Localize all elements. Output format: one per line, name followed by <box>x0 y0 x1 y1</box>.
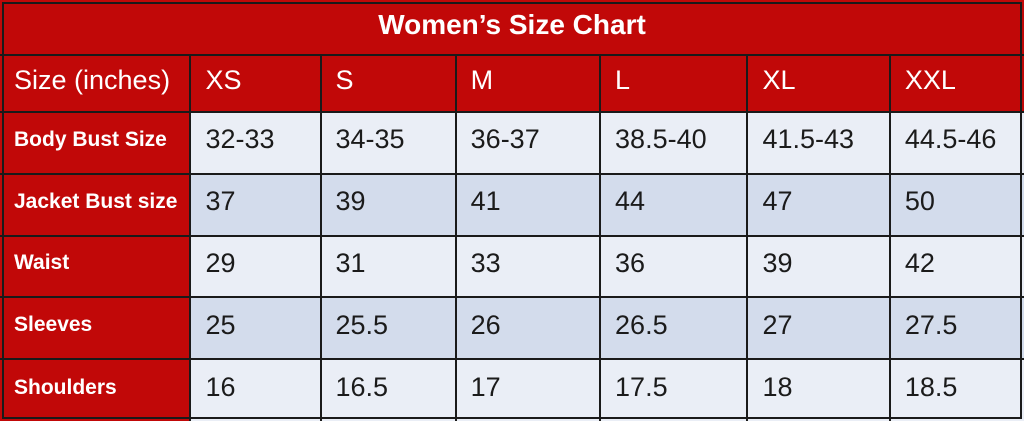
size-value-cell: 31 <box>319 234 457 299</box>
size-value-cell: 26.5 <box>599 296 749 361</box>
size-value-cell: 34-35 <box>319 111 457 175</box>
column-header-xxl: XXL <box>888 54 1024 113</box>
size-value-cell: 36-37 <box>454 111 602 175</box>
size-value-cell: 39 <box>319 172 457 237</box>
size-value-cell: 27.5 <box>888 296 1024 361</box>
chart-title: Women’s Size Chart <box>0 0 1024 56</box>
row-label: Waist <box>0 234 192 299</box>
size-value-cell: 33 <box>454 234 602 299</box>
column-header-xl: XL <box>746 54 891 113</box>
size-value-cell: 38.5-40 <box>599 111 749 175</box>
row-label: Sleeves <box>0 296 192 361</box>
size-value-cell: 29 <box>189 234 322 299</box>
column-header-s: S <box>319 54 457 113</box>
size-value-cell: 44 <box>599 172 749 237</box>
size-value-cell: 36 <box>599 234 749 299</box>
size-value-cell: 16 <box>189 358 322 421</box>
chart-title-row: Women’s Size Chart <box>0 0 1024 56</box>
size-value-cell: 32-33 <box>189 111 322 175</box>
size-value-cell: 25 <box>189 296 322 361</box>
size-value-cell: 44.5-46 <box>888 111 1024 175</box>
size-value-cell: 25.5 <box>319 296 457 361</box>
size-value-cell: 42 <box>888 234 1024 299</box>
table-row: Sleeves 25 25.5 26 26.5 27 27.5 <box>0 296 1024 361</box>
size-value-cell: 41 <box>454 172 602 237</box>
size-value-cell: 39 <box>746 234 891 299</box>
table-row: Body Bust Size 32-33 34-35 36-37 38.5-40 41.5… <box>0 111 1024 175</box>
size-value-cell: 17.5 <box>599 358 749 421</box>
header-row: Size (inches) XS S M L XL XXL <box>0 54 1024 113</box>
size-value-cell: 41.5-43 <box>746 111 891 175</box>
size-table-body: Body Bust Size 32-33 34-35 36-37 38.5-40 41.5… <box>0 111 1024 421</box>
row-label: Body Bust Size <box>0 111 192 175</box>
size-value-cell: 26 <box>454 296 602 361</box>
size-value-cell: 18.5 <box>888 358 1024 421</box>
row-label: Jacket Bust size <box>0 172 192 237</box>
table-row: Shoulders 16 16.5 17 17.5 18 18.5 <box>0 358 1024 421</box>
size-value-cell: 37 <box>189 172 322 237</box>
size-value-cell: 50 <box>888 172 1024 237</box>
size-value-cell: 16.5 <box>319 358 457 421</box>
size-value-cell: 27 <box>746 296 891 361</box>
column-header-xs: XS <box>189 54 322 113</box>
table-row: Jacket Bust size 37 39 41 44 47 50 <box>0 172 1024 237</box>
column-header-l: L <box>599 54 749 113</box>
table-row: Waist 29 31 33 36 39 42 <box>0 234 1024 299</box>
column-header-m: M <box>454 54 602 113</box>
size-value-cell: 47 <box>746 172 891 237</box>
column-header-size-inches: Size (inches) <box>0 54 192 113</box>
size-value-cell: 17 <box>454 358 602 421</box>
size-value-cell: 18 <box>746 358 891 421</box>
row-label: Shoulders <box>0 358 192 421</box>
